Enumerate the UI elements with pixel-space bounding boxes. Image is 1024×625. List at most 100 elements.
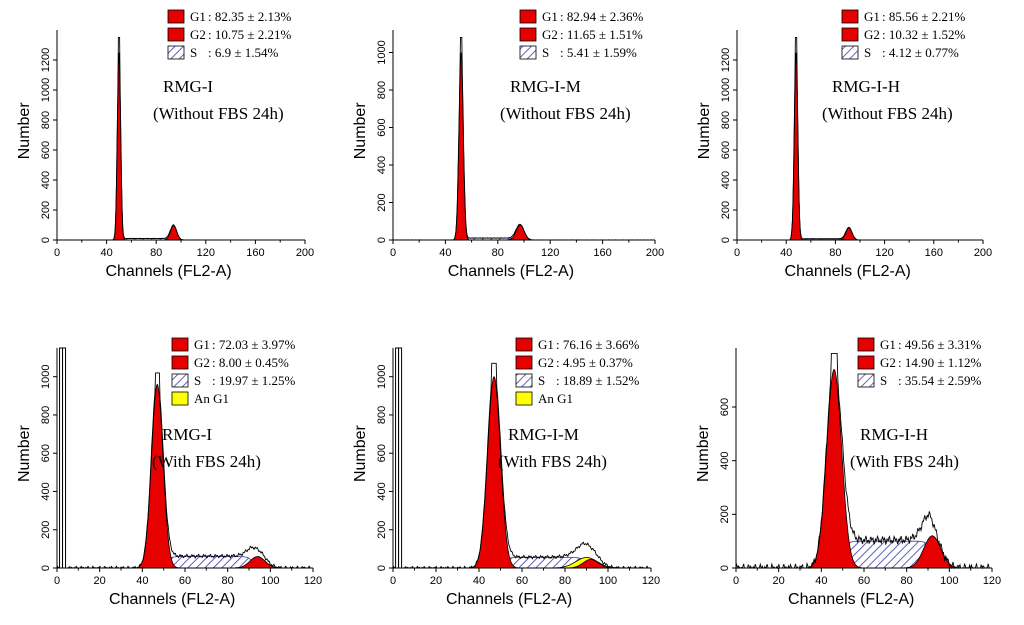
y-tick-label: 0 [720,237,732,243]
histogram-panel-1: 0 40 80 120 160 200 0 200 400 600 800 1000 1200 Chann… [16,9,314,280]
y-tick-label: 400 [40,482,52,500]
x-tick-label: 60 [179,575,191,587]
legend-value-s: : 5.41 ± 1.59% [560,45,637,60]
y-tick-label: 1000 [40,364,52,388]
g1-peak [57,383,313,569]
x-tick-label: 0 [734,247,740,259]
y-axis-label: Number [695,424,712,482]
x-axis-label: Channels (FL2-A) [448,263,574,280]
legend-swatch-s [515,373,533,388]
panel-annotation: RMG-I [162,425,212,444]
legend: G1: 82.35 ± 2.13%G2: 10.75 ± 2.21% S: 6.9… [167,9,291,60]
y-tick-label: 0 [376,565,388,571]
panel-annotation: RMG-I-M [510,77,581,96]
x-tick-label: 60 [858,575,870,587]
x-tick-label: 120 [642,575,660,587]
legend-label-s: S [880,373,887,388]
legend-label-an: An G1 [538,391,573,406]
legend-label-s: S [194,373,201,388]
x-tick-label: 120 [983,575,1001,587]
g2-peak [393,224,655,241]
y-tick-label: 0 [376,237,388,243]
y-tick-label: 200 [40,201,52,219]
y-axis-label: Number [16,424,33,482]
x-tick-label: 0 [390,575,396,587]
histogram-panel-4: 0 20 40 60 80 100 120 0 200 400 600 800 1000 Channels… [16,337,322,608]
histogram-outline [735,352,992,570]
y-tick-label: 200 [376,521,388,539]
legend: G1: 76.16 ± 3.66%G2: 4.95 ± 0.37% S: 18.8… [515,337,639,406]
legend-swatch-s [171,373,189,388]
legend-value-s: : 6.9 ± 1.54% [208,45,278,60]
legend-value-s: : 18.89 ± 1.52% [556,373,639,388]
histogram-outline [56,372,313,569]
legend-swatch-s [519,45,537,60]
x-tick-label: 40 [136,575,148,587]
legend-value-g1: : 72.03 ± 3.97% [212,337,295,352]
histogram-outline [56,37,306,241]
x-tick-label: 0 [54,247,60,259]
legend-swatch-s [857,373,875,388]
panel-annotation: (With FBS 24h) [152,452,261,471]
legend-value-g1: : 82.35 ± 2.13% [208,9,291,24]
x-tick-label: 60 [516,575,528,587]
y-tick-label: 800 [720,111,732,129]
panel-annotation: (With FBS 24h) [850,452,959,471]
legend-value-g2: : 11.65 ± 1.51% [560,27,643,42]
x-tick-label: 120 [304,575,322,587]
y-tick-label: 400 [376,482,388,500]
y-tick-label: 800 [40,406,52,424]
y-axis-label: Number [696,102,713,160]
x-tick-label: 0 [733,575,739,587]
legend-value-s: : 19.97 ± 1.25% [212,373,295,388]
legend-swatch-g1 [519,9,537,24]
legend-swatch-g1 [167,9,185,24]
y-tick-label: 800 [376,406,388,424]
x-tick-label: 160 [246,247,264,259]
y-tick-label: 400 [720,171,732,189]
legend-swatch-g2 [167,27,185,42]
legend-label-s: S [542,45,549,60]
legend-value-g1: : 49.56 ± 3.31% [898,337,981,352]
legend-value-g2: : 4.95 ± 0.37% [556,355,633,370]
x-tick-label: 40 [780,247,792,259]
x-tick-label: 100 [599,575,617,587]
legend-label-g2: G2 [538,355,554,370]
x-tick-label: 200 [974,247,992,259]
y-tick-label: 1000 [40,78,52,102]
legend-swatch-g1 [841,9,859,24]
legend-label-g2: G2 [542,27,558,42]
legend: G1: 72.03 ± 3.97%G2: 8.00 ± 0.45% S: 19.9… [171,337,295,406]
legend-swatch-g2 [171,355,189,370]
legend: G1: 82.94 ± 2.36%G2: 11.65 ± 1.51% S: 5.4… [519,9,643,60]
y-tick-label: 600 [40,444,52,462]
x-axis-label: Channels (FL2-A) [446,591,572,608]
panel-annotation: RMG-I [163,77,213,96]
y-tick-label: 800 [376,81,388,99]
legend-swatch-g2 [841,27,859,42]
y-tick-label: 1200 [40,48,52,72]
x-tick-label: 100 [261,575,279,587]
histogram-panel-6: 0 20 40 60 80 100 120 0 200 400 600 Channels (FL2-A… [695,337,1001,608]
legend: G1: 49.56 ± 3.31%G2: 14.90 ± 1.12% S: 35.… [857,337,981,388]
y-tick-label: 400 [376,156,388,174]
x-tick-label: 80 [492,247,504,259]
y-tick-label: 800 [40,111,52,129]
x-tick-label: 0 [390,247,396,259]
legend-label-g1: G1 [880,337,896,352]
histogram-outline [392,37,656,241]
legend-value-g1: : 82.94 ± 2.36% [560,9,643,24]
y-tick-label: 1200 [720,48,732,72]
legend-value-g2: : 10.75 ± 2.21% [208,27,291,42]
histogram-outline [736,37,984,241]
x-axis-label: Channels (FL2-A) [785,263,911,280]
legend-label-g1: G1 [190,9,206,24]
legend-label-g1: G1 [194,337,210,352]
legend-label-g1: G1 [538,337,554,352]
x-tick-label: 160 [593,247,611,259]
x-tick-label: 120 [197,247,215,259]
x-tick-label: 80 [222,575,234,587]
x-tick-label: 80 [829,247,841,259]
x-tick-label: 100 [940,575,958,587]
